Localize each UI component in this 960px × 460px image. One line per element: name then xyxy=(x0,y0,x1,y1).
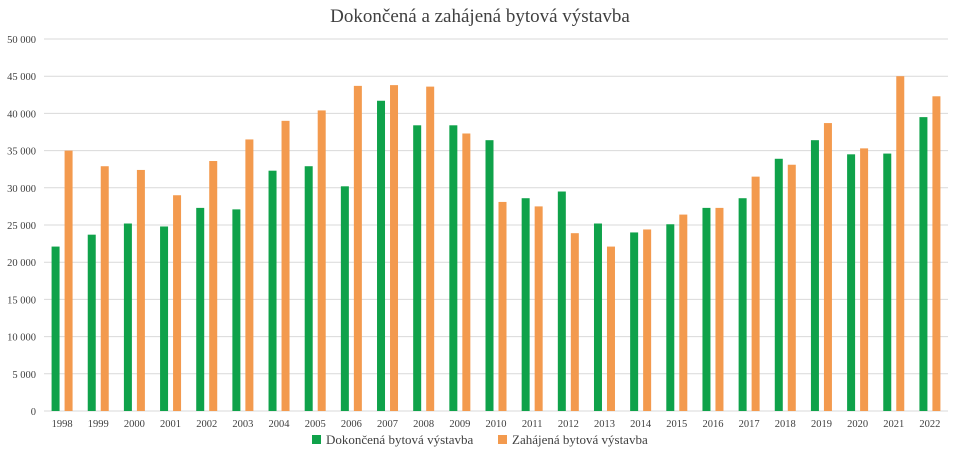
bar-zahajena-2022 xyxy=(932,96,941,412)
x-tick-label: 2000 xyxy=(124,419,145,430)
bar-dokoncena-2004 xyxy=(268,170,277,411)
bar-dokoncena-2008 xyxy=(413,125,422,411)
x-tick-label: 2002 xyxy=(196,419,217,430)
bar-zahajena-2008 xyxy=(426,86,435,411)
bar-dokoncena-2016 xyxy=(702,207,711,411)
bar-dokoncena-2021 xyxy=(883,153,892,412)
y-tick-label: 45 000 xyxy=(7,72,36,83)
bar-zahajena-2012 xyxy=(570,233,579,411)
bar-zahajena-2019 xyxy=(823,123,832,412)
legend-swatch xyxy=(498,435,507,444)
x-tick-label: 1998 xyxy=(52,419,73,430)
bar-zahajena-2014 xyxy=(643,229,652,411)
bar-dokoncena-2015 xyxy=(666,224,675,411)
x-tick-label: 2020 xyxy=(847,419,868,430)
bar-zahajena-2002 xyxy=(209,161,218,411)
y-tick-label: 40 000 xyxy=(7,109,36,120)
y-tick-label: 5 000 xyxy=(12,370,36,381)
chart-title: Dokončená a zahájená bytová výstavba xyxy=(330,6,630,27)
bar-zahajena-2018 xyxy=(787,164,796,411)
bar-dokoncena-2018 xyxy=(774,158,783,411)
y-tick-label: 35 000 xyxy=(7,147,36,158)
bar-dokoncena-2010 xyxy=(485,140,494,411)
x-tick-label: 2017 xyxy=(739,419,760,430)
x-tick-label: 2011 xyxy=(522,419,543,430)
bar-zahajena-2001 xyxy=(173,195,182,411)
bar-dokoncena-2003 xyxy=(232,209,241,411)
y-tick-label: 30 000 xyxy=(7,184,36,195)
bar-dokoncena-2007 xyxy=(377,100,386,411)
x-tick-label: 2019 xyxy=(811,419,832,430)
x-tick-label: 2005 xyxy=(305,419,326,430)
y-tick-label: 25 000 xyxy=(7,221,36,232)
y-tick-label: 50 000 xyxy=(7,35,36,46)
bar-dokoncena-2014 xyxy=(630,232,639,411)
y-tick-label: 15 000 xyxy=(7,295,36,306)
bar-zahajena-2011 xyxy=(534,206,543,411)
bar-zahajena-2021 xyxy=(896,76,905,411)
x-tick-label: 2016 xyxy=(702,419,723,430)
bar-dokoncena-2006 xyxy=(340,186,349,411)
y-tick-label: 20 000 xyxy=(7,258,36,269)
x-tick-label: 2022 xyxy=(919,419,940,430)
x-tick-label: 2014 xyxy=(630,419,652,430)
x-tick-label: 2021 xyxy=(883,419,904,430)
x-tick-label: 2009 xyxy=(449,419,470,430)
x-tick-label: 2012 xyxy=(558,419,579,430)
bar-dokoncena-2019 xyxy=(810,140,819,411)
x-tick-label: 2008 xyxy=(413,419,434,430)
legend-label: Zahájená bytová výstavba xyxy=(512,432,648,447)
legend-swatch xyxy=(312,435,321,444)
bar-dokoncena-2012 xyxy=(557,191,566,411)
bar-dokoncena-2022 xyxy=(919,117,928,412)
legend-label: Dokončená bytová výstavba xyxy=(326,432,474,447)
bar-dokoncena-2011 xyxy=(521,198,530,411)
x-tick-label: 2001 xyxy=(160,419,181,430)
bar-dokoncena-2001 xyxy=(160,226,169,411)
bar-dokoncena-2017 xyxy=(738,198,747,411)
bar-zahajena-2013 xyxy=(606,246,615,411)
bar-dokoncena-2013 xyxy=(593,223,602,411)
bar-zahajena-2015 xyxy=(679,214,688,411)
x-tick-label: 1999 xyxy=(88,419,109,430)
bar-zahajena-2017 xyxy=(751,176,760,411)
bar-zahajena-2020 xyxy=(860,148,869,412)
x-tick-label: 2007 xyxy=(377,419,398,430)
bar-dokoncena-1998 xyxy=(51,246,60,411)
bar-zahajena-2004 xyxy=(281,120,290,411)
bar-zahajena-2003 xyxy=(245,139,254,411)
bar-zahajena-2000 xyxy=(136,169,145,411)
x-tick-label: 2006 xyxy=(341,419,362,430)
y-tick-label: 10 000 xyxy=(7,333,36,344)
bar-zahajena-2016 xyxy=(715,207,724,411)
bar-dokoncena-2000 xyxy=(123,223,132,411)
bar-zahajena-2006 xyxy=(353,85,362,411)
bar-dokoncena-2005 xyxy=(304,166,313,411)
y-tick-label: 0 xyxy=(31,407,36,418)
x-tick-label: 2015 xyxy=(666,419,687,430)
x-tick-label: 2013 xyxy=(594,419,615,430)
gridlines xyxy=(44,38,948,412)
bar-zahajena-2007 xyxy=(390,85,399,412)
bars xyxy=(51,76,941,412)
bar-zahajena-2010 xyxy=(498,201,507,411)
x-tick-label: 2010 xyxy=(486,419,507,430)
bar-dokoncena-2020 xyxy=(847,154,856,411)
bar-zahajena-1999 xyxy=(100,166,109,411)
bar-dokoncena-2009 xyxy=(449,125,458,411)
bar-dokoncena-1999 xyxy=(87,234,96,411)
y-axis-ticks: 0 5 000 10 000 15 000 20 000 25 000 30 000 35 0… xyxy=(7,35,36,418)
bar-zahajena-2005 xyxy=(317,110,326,411)
x-tick-label: 2003 xyxy=(232,419,253,430)
x-axis-ticks: 1998 1999 2000 2001 2002 2003 2004 2005 2006 2007… xyxy=(52,419,941,430)
bar-zahajena-1998 xyxy=(64,150,73,411)
bar-zahajena-2009 xyxy=(462,133,471,411)
x-tick-label: 2018 xyxy=(775,419,796,430)
bar-dokoncena-2002 xyxy=(196,207,205,411)
legend: Dokončená bytová výstavba Zahájená bytová… xyxy=(312,432,648,447)
x-tick-label: 2004 xyxy=(269,419,291,430)
